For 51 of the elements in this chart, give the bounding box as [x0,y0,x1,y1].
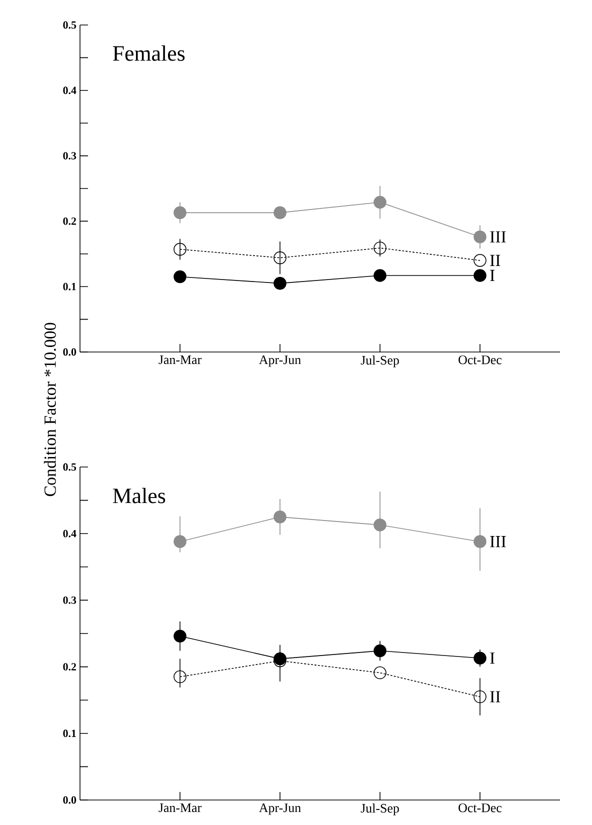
y-tick-label: 0.2 [63,663,76,671]
y-tick-label: 0.1 [63,730,76,738]
x-tick-label: Oct-Dec [458,804,502,812]
x-tick-label: Jul-Sep [360,804,399,816]
point [374,242,386,254]
point [474,230,486,244]
text: Females [112,45,185,61]
point [174,242,186,256]
point [274,251,286,264]
point [374,269,386,282]
series-label: II [490,691,500,702]
point [374,644,386,658]
point [174,630,186,643]
y-tick-label: 0.4 [63,86,76,94]
point [174,206,186,220]
point [174,270,186,284]
y-axis-title: Condition Factor *10.000 [44,322,56,496]
x-tick-label: Jan-Mar [158,356,202,364]
point [374,666,386,680]
point [474,269,486,282]
series-label: III [490,536,506,548]
point [174,535,186,548]
point [474,535,486,548]
text: Males [112,488,166,504]
legend-label: I [490,270,495,282]
point [274,206,286,220]
point [374,196,386,209]
series-label: I [490,652,495,664]
x-tick-label: Apr-Jun [259,356,301,367]
series-label: II [490,254,500,266]
y-tick-label: 0.4 [63,530,76,538]
y-tick-label: 0.1 [63,282,76,290]
x-tick-label: Jul-Sep [360,356,399,368]
x-tick-label: Apr-Jun [259,804,301,815]
point [174,670,186,684]
y-tick-label: 0.5 [63,21,76,29]
y-tick-label: 0.0 [63,796,76,804]
point [274,276,286,290]
y-tick-label: 0.0 [63,348,76,356]
point [374,518,386,532]
series-label: III [490,231,506,242]
y-tick-label: 0.3 [63,152,76,160]
point [474,690,486,704]
point [474,254,486,267]
y-tick-label: 0.2 [63,217,76,225]
point [474,652,486,665]
y-tick-label: 0.3 [63,596,76,604]
x-tick-label: Jan-Mar [158,804,202,812]
y-tick-label: 0.5 [63,463,76,471]
point [274,510,286,524]
x-tick-label: Oct-Dec [458,356,502,364]
